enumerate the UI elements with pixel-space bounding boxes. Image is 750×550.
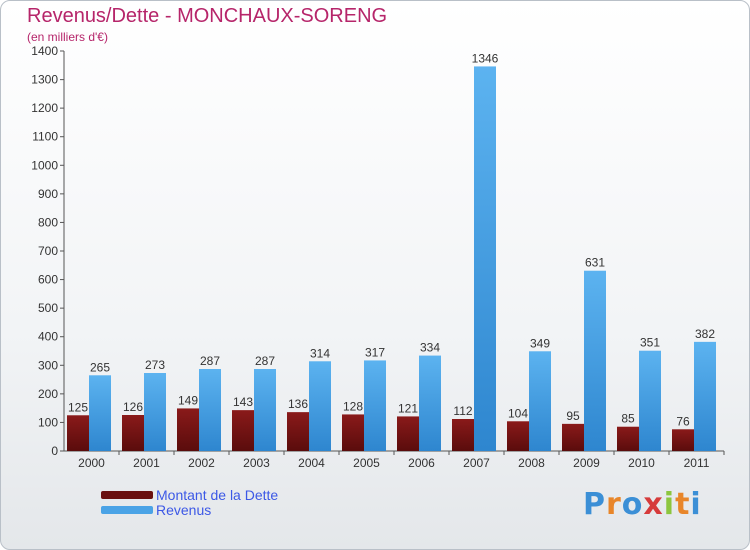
chart-title: Revenus/Dette - MONCHAUX-SORENG [27, 5, 388, 27]
bar-debt [342, 414, 364, 451]
x-tick-label: 2006 [408, 456, 435, 470]
data-label-debt: 76 [676, 414, 690, 428]
y-tick-label: 0 [51, 444, 58, 458]
data-label-revenue: 287 [200, 354, 220, 368]
bar-debt [67, 415, 89, 451]
bar-debt [122, 415, 144, 451]
x-tick-label: 2004 [298, 456, 325, 470]
data-label-revenue: 265 [90, 360, 110, 374]
data-label-debt: 112 [453, 404, 472, 418]
logo-letter: i [663, 487, 676, 522]
data-label-debt: 128 [343, 399, 363, 413]
x-tick-label: 2010 [628, 456, 655, 470]
y-tick-label: 100 [38, 415, 58, 429]
logo-letter: P [583, 487, 606, 522]
y-tick-label: 400 [38, 330, 58, 344]
proxiti-logo: Proxiti [583, 487, 702, 522]
x-tick-label: 2007 [463, 456, 490, 470]
legend-label-debt: Montant de la Dette [156, 487, 279, 503]
bar-revenue [639, 350, 661, 451]
legend-label-revenue: Revenus [156, 502, 212, 518]
bar-debt [177, 408, 199, 451]
bar-debt [397, 416, 419, 451]
x-tick-label: 2008 [518, 456, 545, 470]
logo-letter: x [643, 487, 664, 522]
bar-debt [617, 426, 639, 451]
data-label-debt: 136 [288, 397, 308, 411]
logo-letter: o [621, 487, 644, 522]
data-label-debt: 126 [123, 400, 143, 414]
data-label-revenue: 314 [310, 346, 330, 360]
y-tick-label: 200 [38, 387, 58, 401]
data-label-revenue: 273 [145, 358, 165, 372]
y-tick-label: 1300 [31, 73, 58, 87]
data-label-debt: 95 [566, 409, 580, 423]
bar-revenue [254, 369, 276, 451]
x-tick-label: 2003 [243, 456, 270, 470]
bar-revenue [89, 375, 111, 451]
chart-subtitle: (en milliers d'€) [27, 30, 108, 44]
data-label-debt: 125 [68, 400, 88, 414]
y-tick-label: 300 [38, 358, 58, 372]
x-tick-label: 2000 [78, 456, 105, 470]
bar-revenue [584, 270, 606, 451]
y-tick-label: 700 [38, 244, 58, 258]
data-label-revenue: 349 [530, 336, 550, 350]
legend-swatch-debt [101, 491, 153, 499]
bar-debt [507, 421, 529, 451]
x-tick-label: 2001 [133, 456, 160, 470]
bar-revenue [199, 369, 221, 451]
logo-letter: t [675, 487, 691, 522]
data-label-revenue: 1346 [472, 51, 499, 65]
bar-debt [562, 423, 584, 451]
data-label-debt: 104 [508, 406, 528, 420]
logo-letter: i [690, 487, 702, 522]
bar-revenue [419, 355, 441, 451]
y-tick-label: 900 [38, 187, 58, 201]
y-tick-label: 1100 [32, 130, 58, 144]
data-label-revenue: 351 [640, 336, 660, 350]
data-label-revenue: 382 [695, 327, 715, 341]
bar-revenue [529, 351, 551, 451]
x-tick-label: 2005 [353, 456, 380, 470]
legend-swatch-revenue [101, 506, 153, 514]
data-label-revenue: 317 [365, 345, 385, 359]
bar-revenue [474, 66, 496, 451]
y-tick-label: 600 [38, 273, 58, 287]
data-label-revenue: 287 [255, 354, 275, 368]
data-label-revenue: 631 [585, 256, 605, 270]
bar-revenue [144, 373, 166, 451]
y-tick-label: 500 [38, 301, 58, 315]
logo-letter: r [606, 487, 622, 522]
x-tick-label: 2009 [573, 456, 600, 470]
bar-debt [287, 412, 309, 451]
data-label-debt: 85 [621, 412, 635, 426]
data-label-debt: 121 [398, 401, 418, 415]
data-label-debt: 149 [178, 393, 198, 407]
data-label-debt: 143 [233, 395, 253, 409]
bar-debt [452, 419, 474, 451]
x-tick-label: 2011 [684, 456, 710, 470]
bar-debt [672, 429, 694, 451]
bar-revenue [694, 341, 716, 451]
bar-debt [232, 410, 254, 451]
bar-revenue [364, 360, 386, 451]
y-tick-label: 1400 [31, 44, 58, 58]
bar-revenue [309, 361, 331, 451]
y-tick-label: 800 [38, 215, 58, 229]
y-tick-label: 1000 [31, 158, 58, 172]
data-label-revenue: 334 [420, 341, 440, 355]
x-tick-label: 2002 [188, 456, 215, 470]
y-tick-label: 1200 [31, 101, 58, 115]
